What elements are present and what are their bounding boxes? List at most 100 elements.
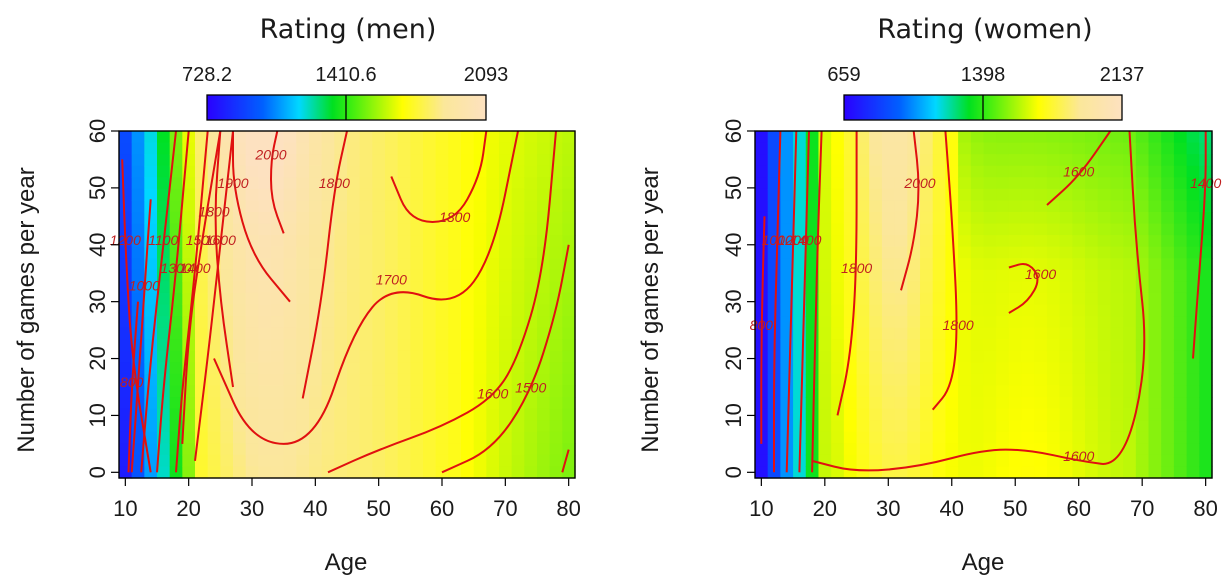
heatmap-cell	[1034, 304, 1048, 317]
heatmap-cell	[970, 142, 985, 155]
heatmap-cell	[793, 211, 807, 225]
heatmap-cell	[793, 281, 807, 294]
heatmap-cell	[296, 385, 310, 398]
contour-line	[900, 130, 920, 291]
heatmap-cell	[793, 373, 807, 387]
heatmap-cell	[793, 269, 807, 282]
heatmap-cell	[1135, 431, 1150, 444]
heatmap-cell	[245, 142, 259, 155]
heatmap-cell	[755, 454, 769, 468]
heatmap-cell	[144, 327, 158, 340]
heatmap-cell	[283, 408, 297, 421]
heatmap-cell	[970, 408, 985, 421]
heatmap-cell	[245, 443, 259, 456]
heatmap-cell	[856, 258, 870, 271]
heatmap-cell	[856, 200, 870, 213]
heatmap-cell	[1123, 454, 1137, 468]
plot-frame	[754, 130, 1213, 479]
heatmap-cell	[869, 131, 883, 144]
heatmap-cell	[258, 188, 272, 201]
heatmap-cell	[920, 339, 934, 352]
heatmap-cell	[983, 281, 997, 294]
heatmap-cell	[271, 327, 285, 340]
heatmap-cell	[359, 304, 373, 317]
heatmap-cell	[207, 304, 221, 317]
heatmap-cell	[983, 431, 997, 444]
heatmap-cell	[182, 200, 196, 213]
heatmap-cell	[372, 246, 386, 259]
heatmap-cell	[920, 154, 934, 167]
heatmap-cell	[907, 454, 921, 468]
heatmap-cell	[958, 304, 972, 317]
heatmap-cell	[869, 281, 883, 294]
heatmap-cell	[220, 397, 234, 410]
heatmap-cell	[473, 466, 487, 479]
heatmap-cell	[144, 177, 158, 190]
heatmap-cell	[755, 177, 769, 190]
heatmap-cell	[296, 281, 310, 294]
heatmap-cell	[1097, 235, 1112, 248]
heatmap-cell	[423, 304, 437, 317]
heatmap-cell	[347, 258, 361, 271]
heatmap-cell	[1059, 177, 1073, 190]
heatmap-cell	[1097, 269, 1112, 282]
heatmap-cell	[410, 373, 424, 387]
heatmap-cell	[970, 420, 985, 433]
heatmap-cell	[182, 223, 196, 236]
heatmap-cell	[423, 339, 437, 352]
heatmap-cell	[1046, 327, 1061, 340]
heatmap-cell	[958, 188, 972, 201]
heatmap-cell	[1046, 316, 1061, 329]
heatmap-cell	[182, 304, 196, 317]
heatmap-cell	[537, 373, 551, 387]
heatmap-cell	[511, 362, 525, 375]
heatmap-cell	[945, 443, 959, 456]
heatmap-cell	[549, 327, 563, 340]
heatmap-cell	[1148, 350, 1162, 363]
heatmap-cell	[932, 258, 947, 271]
heatmap-cell	[983, 443, 997, 456]
heatmap-cell	[397, 304, 411, 317]
heatmap-cell	[1046, 350, 1061, 363]
heatmap-cell	[195, 466, 209, 479]
heatmap-cell	[1173, 177, 1188, 190]
heatmap-cell	[907, 292, 921, 306]
heatmap-cell	[309, 397, 323, 410]
heatmap-cell	[511, 258, 525, 271]
heatmap-cell	[461, 466, 475, 479]
heatmap-cell	[1034, 223, 1048, 236]
heatmap-cell	[907, 443, 921, 456]
heatmap-cell	[958, 443, 972, 456]
chart-title: Rating (women)	[877, 14, 1092, 45]
heatmap-cell	[818, 431, 832, 444]
heatmap-cell	[894, 165, 908, 178]
heatmap-cell	[233, 246, 247, 259]
heatmap-cell	[524, 165, 538, 178]
heatmap-cell	[1046, 154, 1061, 167]
heatmap-cell	[1199, 339, 1213, 352]
heatmap-cell	[435, 258, 449, 271]
heatmap-cell	[1008, 142, 1023, 155]
heatmap-cell	[1186, 385, 1200, 398]
heatmap-cell	[347, 292, 361, 306]
heatmap-cell	[334, 339, 348, 352]
heatmap-cell	[144, 131, 158, 144]
heatmap-cell	[524, 397, 538, 410]
heatmap-cell	[805, 246, 820, 259]
heatmap-cell	[1148, 165, 1162, 178]
heatmap-cell	[562, 142, 576, 155]
x-tick-label: 50	[366, 496, 390, 521]
heatmap-cell	[537, 454, 551, 468]
y-tick-label: 40	[85, 233, 110, 257]
heatmap-cell	[831, 350, 845, 363]
heatmap-cell	[119, 211, 133, 225]
heatmap-cell	[1046, 235, 1061, 248]
heatmap-cell	[932, 350, 947, 363]
heatmap-cell	[818, 327, 832, 340]
heatmap-cell	[1097, 397, 1112, 410]
heatmap-cell	[372, 420, 386, 433]
heatmap-cell	[119, 131, 133, 144]
heatmap-cell	[220, 165, 234, 178]
heatmap-cell	[1008, 397, 1023, 410]
heatmap-cell	[996, 211, 1010, 225]
